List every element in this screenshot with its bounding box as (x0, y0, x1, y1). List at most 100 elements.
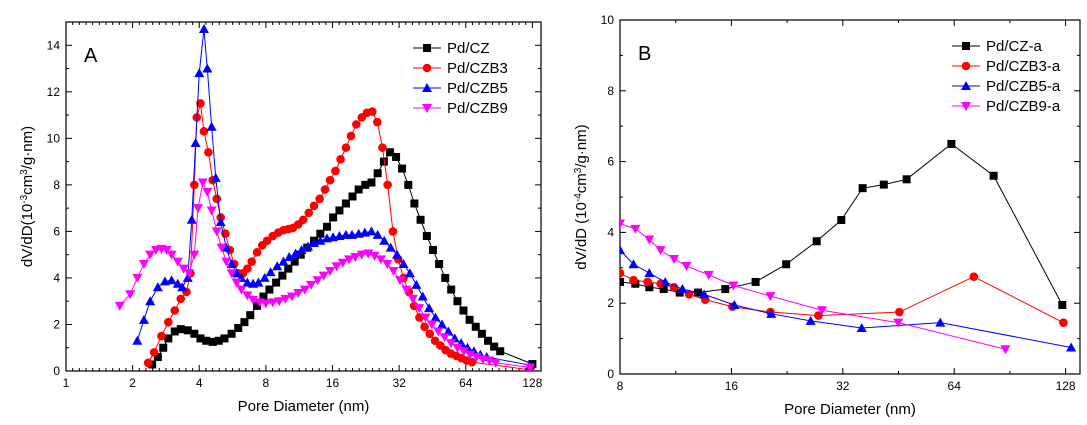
data-point (177, 282, 188, 292)
legend-marker (423, 44, 431, 52)
data-point (346, 131, 356, 141)
data-point (325, 175, 335, 185)
data-point (484, 356, 495, 366)
data-point (620, 268, 625, 278)
y-tick-label: 12 (47, 85, 61, 99)
data-point (290, 257, 299, 266)
data-point (259, 292, 268, 301)
legend-marker (961, 81, 971, 90)
data-point (525, 363, 536, 371)
data-point (379, 235, 390, 245)
data-point (157, 331, 166, 341)
data-point (199, 127, 209, 136)
data-point (895, 307, 904, 317)
panel-letter: B (638, 43, 651, 65)
data-point (262, 236, 272, 246)
data-point (186, 214, 197, 224)
data-point (331, 262, 342, 272)
data-point (161, 246, 172, 256)
data-point (341, 199, 350, 208)
series-line (620, 272, 1064, 324)
series-line (620, 143, 1063, 306)
x-tick-label: 8 (617, 379, 624, 393)
y-tick-label: 2 (53, 317, 60, 331)
x-tick-label: 8 (263, 376, 270, 390)
data-point (280, 294, 291, 304)
y-tick-label: 0 (607, 367, 614, 381)
data-point (630, 224, 641, 234)
data-point (226, 258, 237, 268)
data-point (145, 296, 156, 306)
data-point (153, 353, 162, 362)
data-point (259, 272, 270, 282)
legend-label: Pd/CZB9-a (986, 98, 1061, 115)
data-point (681, 262, 692, 272)
data-point (398, 258, 409, 268)
x-axis-label: Pore Diameter (nm) (784, 401, 916, 418)
data-point (164, 317, 173, 327)
data-point (404, 268, 415, 278)
data-point (484, 336, 493, 345)
data-point (132, 335, 143, 345)
legend-label: Pd/CZ (447, 40, 490, 57)
data-point (620, 277, 624, 286)
data-point (234, 323, 243, 332)
data-point (246, 311, 255, 320)
data-point (376, 255, 387, 265)
data-point (751, 277, 760, 286)
data-point (443, 326, 454, 336)
data-point (369, 251, 380, 261)
data-point (1066, 342, 1077, 352)
data-point (348, 192, 357, 201)
x-tick-label: 4 (196, 376, 203, 390)
data-point (459, 306, 468, 315)
plot-frame (65, 21, 542, 372)
data-point (782, 260, 791, 269)
data-point (414, 304, 425, 314)
series-line (620, 249, 1072, 348)
series-Pd/CZ (148, 148, 537, 369)
data-point (208, 337, 217, 346)
x-tick-label: 128 (522, 376, 542, 390)
data-point (435, 259, 444, 268)
data-point (159, 343, 168, 352)
legend-marker (962, 42, 970, 50)
data-point (320, 185, 330, 194)
y-axis-label: dV/dD (10-4cm3/g·nm) (573, 124, 591, 269)
data-point (172, 278, 183, 288)
data-point (620, 219, 625, 229)
data-point (125, 290, 136, 300)
data-point (253, 301, 262, 310)
data-point (420, 313, 431, 323)
data-point (315, 235, 326, 245)
x-tick-label: 128 (1056, 379, 1076, 393)
x-tick-label: 1 (63, 376, 70, 390)
data-point (182, 272, 193, 282)
legend-label: Pd/CZB9 (447, 100, 508, 117)
data-point (252, 248, 262, 257)
data-point (196, 99, 205, 108)
data-point (204, 147, 213, 157)
data-point (202, 187, 213, 197)
data-point (143, 358, 153, 368)
data-point (471, 353, 482, 363)
data-point (272, 261, 283, 271)
data-point (465, 350, 476, 360)
data-point (947, 139, 956, 148)
data-point (329, 213, 338, 222)
data-point (655, 246, 666, 256)
panel-letter: A (84, 45, 98, 67)
data-point (703, 270, 714, 280)
data-point (935, 317, 946, 327)
legend-marker (422, 104, 432, 113)
data-point (372, 229, 383, 239)
data-point (471, 322, 480, 331)
data-point (172, 257, 183, 267)
data-point (367, 178, 376, 187)
data-point (382, 259, 393, 269)
data-point (496, 347, 505, 356)
data-point (644, 268, 655, 278)
data-point (242, 277, 253, 287)
